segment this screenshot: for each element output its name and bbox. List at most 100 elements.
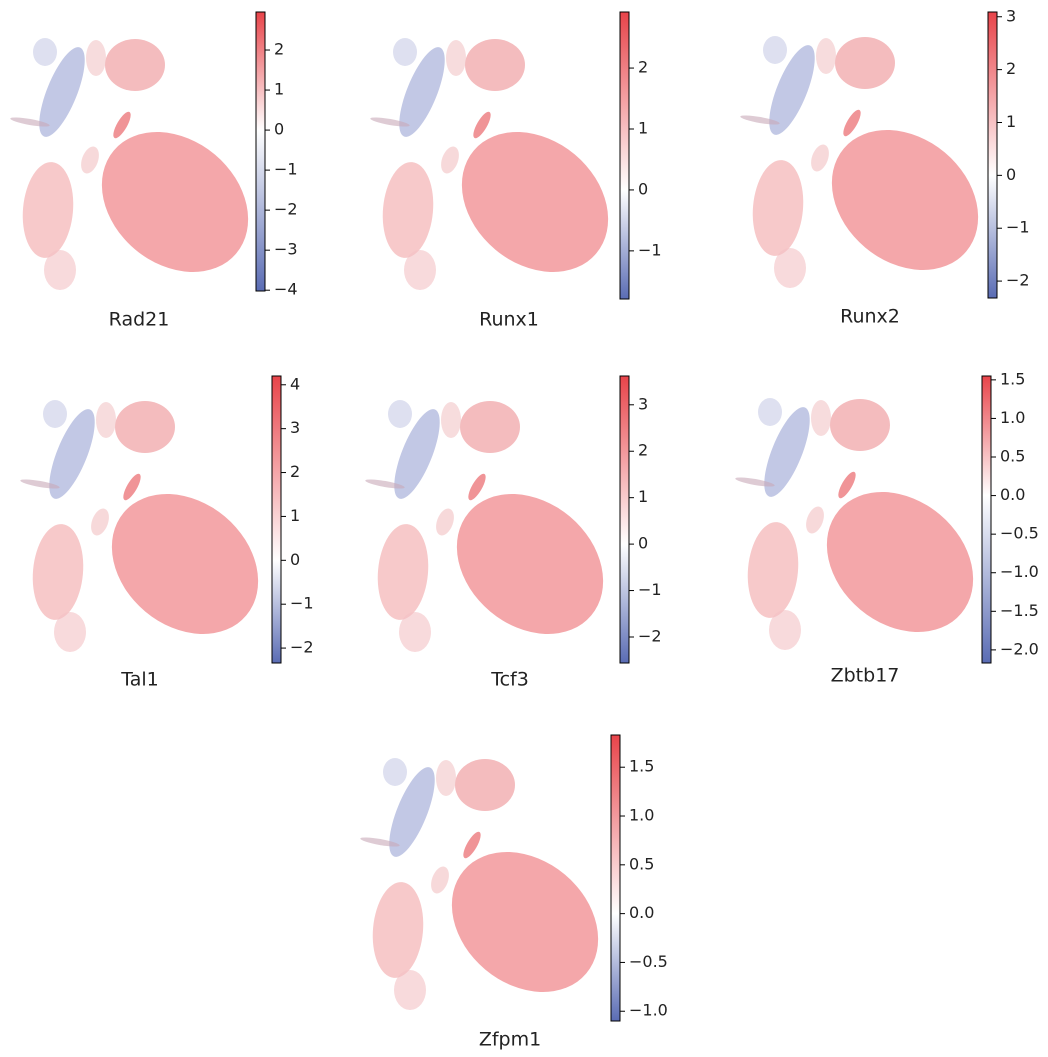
- colorbar: [987, 11, 998, 299]
- cluster-shape: [843, 109, 861, 137]
- colorbar: [619, 375, 630, 664]
- colorbar-tick-label: −2: [274, 200, 298, 219]
- cluster-shape: [105, 39, 165, 91]
- colorbar-tick-label: −1: [1006, 218, 1030, 237]
- colorbar-tick-label: −1: [638, 240, 662, 259]
- cluster-shape: [49, 409, 95, 499]
- colorbar-tick-label: 0: [274, 120, 284, 139]
- colorbar-tick-label: −0.5: [1000, 524, 1039, 543]
- colorbar-tick-label: 0.0: [629, 903, 654, 922]
- cluster-shape: [44, 250, 76, 290]
- colorbar-tick-label: 3: [1006, 6, 1016, 25]
- cluster-shape: [20, 479, 60, 489]
- cluster-shape: [463, 831, 481, 859]
- colorbar-tick-label: 2: [274, 40, 284, 59]
- cluster-shape: [831, 129, 979, 271]
- panel: Tal1 −2 −1 0 1 2 3 4: [20, 374, 314, 691]
- colorbar-tick-label: 1: [638, 118, 648, 137]
- colorbar-tick-label: 0.5: [1000, 447, 1025, 466]
- colorbar-tick-label: −2: [290, 638, 314, 657]
- colorbar-tick-label: −1.5: [1000, 601, 1039, 620]
- cluster-shape: [431, 866, 449, 894]
- cluster-shape: [826, 491, 974, 633]
- colorbar-tick-label: 3: [638, 394, 648, 413]
- colorbar: [981, 375, 992, 664]
- cluster-shape: [393, 38, 417, 66]
- cluster-shape: [806, 506, 824, 534]
- colorbar-tick-label: 0: [638, 534, 648, 553]
- cluster-shape: [465, 39, 525, 91]
- cluster-shape: [436, 508, 454, 536]
- cluster-shape: [460, 401, 520, 453]
- colorbar-tick-label: 1.0: [629, 806, 654, 825]
- cluster-shape: [43, 400, 67, 428]
- panel-title: Runx2: [840, 306, 900, 328]
- colorbar-tick-label: 2: [1006, 59, 1016, 78]
- cluster-shape: [455, 759, 515, 811]
- colorbar-tick-label: 2: [638, 441, 648, 460]
- colorbar-tick-label: 2: [290, 462, 300, 481]
- cluster-shape: [747, 522, 799, 618]
- cluster-shape: [394, 970, 426, 1010]
- cluster-shape: [394, 409, 440, 499]
- colorbar-tick-label: 1.5: [629, 757, 654, 776]
- colorbar-tick-label: −4: [274, 280, 298, 299]
- cluster-shape: [811, 144, 829, 172]
- cluster-shape: [399, 47, 445, 137]
- colorbar-tick-label: 0.0: [1000, 485, 1025, 504]
- cluster-shape: [752, 160, 804, 256]
- cluster-shape: [91, 508, 109, 536]
- cluster-shape: [451, 851, 599, 993]
- cluster-shape: [388, 400, 412, 428]
- cluster-shape: [32, 524, 84, 620]
- cluster-shape: [811, 400, 831, 436]
- cluster-shape: [816, 38, 836, 74]
- cluster-shape: [365, 479, 405, 489]
- cluster-shape: [101, 131, 249, 273]
- cluster-shape: [372, 882, 424, 978]
- colorbar-tick-label: 3: [290, 418, 300, 437]
- cluster-shape: [115, 401, 175, 453]
- colorbar-tick-label: −1: [274, 160, 298, 179]
- panel: Runx1 −1 0 1 2: [370, 11, 662, 331]
- cluster-shape: [436, 760, 456, 796]
- cluster-shape: [39, 47, 85, 137]
- cluster-shape: [769, 610, 801, 650]
- cluster-shape: [399, 612, 431, 652]
- colorbar-tick-label: 1.0: [1000, 408, 1025, 427]
- cluster-shape: [123, 473, 141, 501]
- panel: Tcf3 −2 −1 0 1 2 3: [365, 375, 662, 691]
- colorbar-tick-label: −1: [638, 580, 662, 599]
- cluster-shape: [22, 162, 74, 258]
- colorbar-tick-label: −2: [1006, 271, 1030, 290]
- cluster-shape: [446, 40, 466, 76]
- cluster-shape: [830, 399, 890, 451]
- cluster-shape: [86, 40, 106, 76]
- cluster-shape: [54, 612, 86, 652]
- cluster-shape: [96, 402, 116, 438]
- cluster-shape: [441, 402, 461, 438]
- colorbar: [271, 375, 282, 664]
- panel-title: Zfpm1: [479, 1029, 541, 1051]
- panel: Zfpm1 −1.0 −0.5 0.0 0.5 1.0 1.5: [360, 734, 668, 1051]
- panel-title: Zbtb17: [831, 665, 900, 687]
- cluster-shape: [389, 767, 435, 857]
- panel-title: Tcf3: [490, 669, 529, 691]
- colorbar-tick-label: 1: [274, 80, 284, 99]
- colorbar-tick-label: 4: [290, 374, 300, 393]
- colorbar-tick-label: −0.5: [629, 952, 668, 971]
- cluster-shape: [764, 407, 810, 497]
- colorbar-tick-label: 0: [1006, 165, 1016, 184]
- cluster-shape: [111, 493, 259, 635]
- panel: Rad21 −4 −3 −2 −1 0 1 2: [10, 11, 298, 331]
- colorbar-tick-label: 1: [638, 487, 648, 506]
- panel: Zbtb17 −2.0 −1.5 −1.0 −0.5 0.0 0.5 1.0 1.5: [735, 369, 1039, 687]
- cluster-shape: [461, 131, 609, 273]
- cluster-shape: [835, 37, 895, 89]
- cluster-shape: [10, 117, 50, 127]
- colorbar-tick-label: −1.0: [1000, 562, 1039, 581]
- colorbar: [255, 11, 266, 292]
- panel-title: Runx1: [479, 309, 539, 331]
- colorbar-tick-label: 0: [290, 550, 300, 569]
